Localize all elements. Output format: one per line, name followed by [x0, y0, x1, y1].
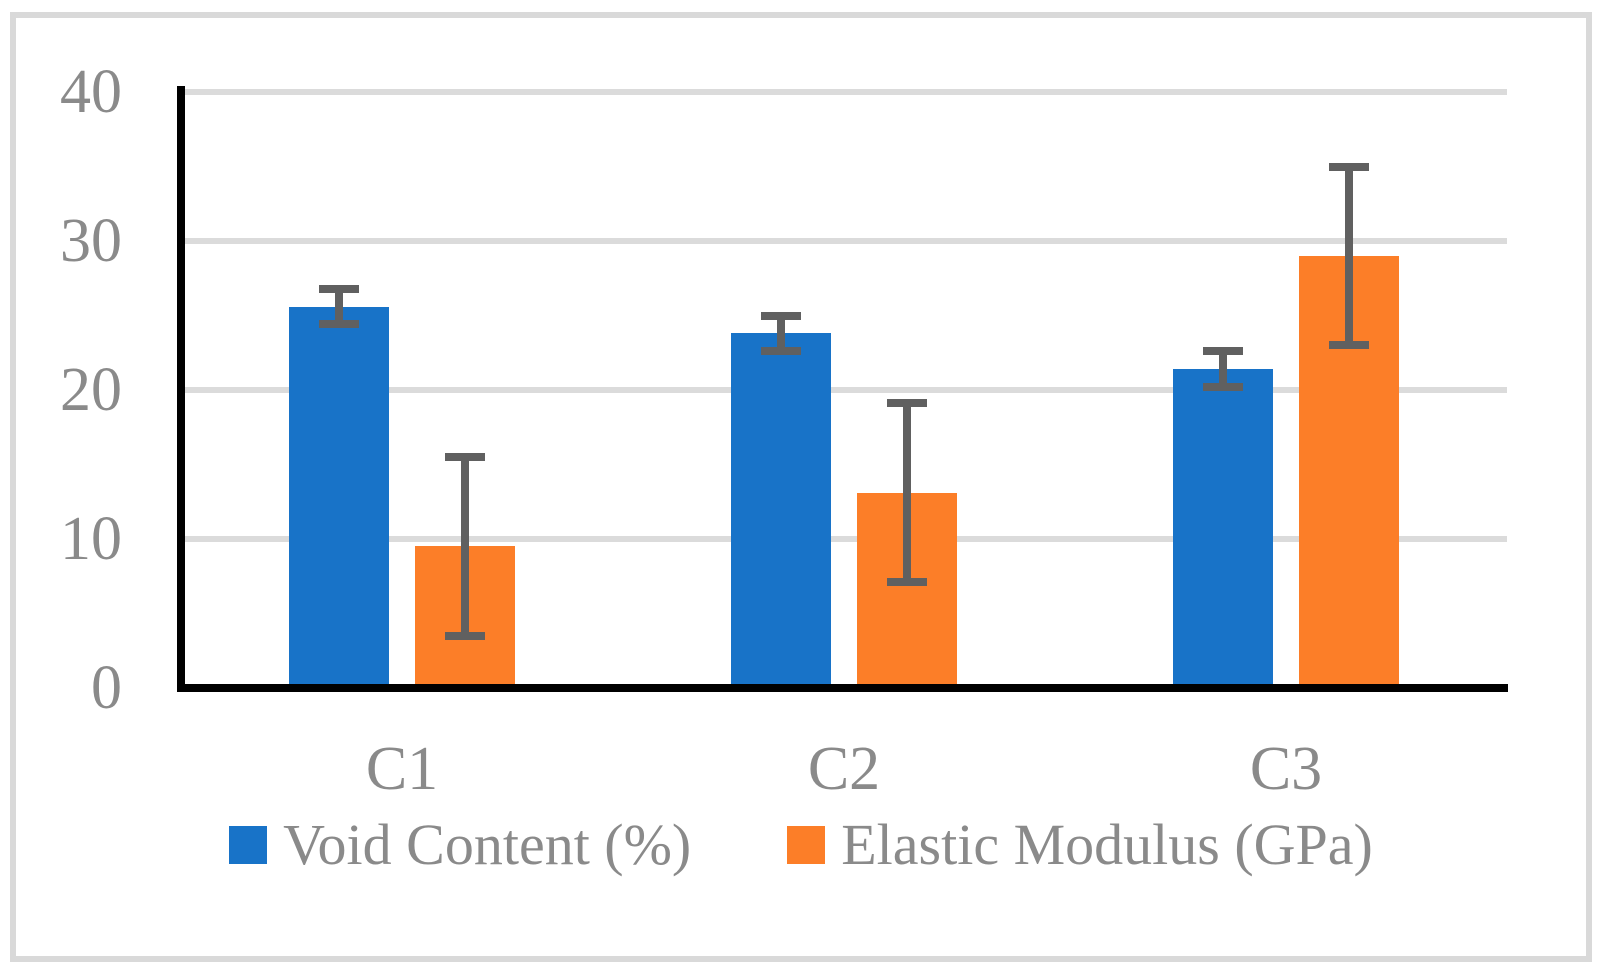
x-axis-line [177, 684, 1508, 692]
y-tick-label-0: 0 [91, 654, 122, 722]
gridline-30 [181, 238, 1507, 244]
y-tick-label-10: 10 [60, 505, 122, 573]
gridline-20 [181, 387, 1507, 393]
category-label-c3: C3 [1249, 735, 1323, 803]
y-tick-label-20: 20 [60, 356, 122, 424]
plot-area [181, 89, 1507, 688]
gridline-40 [181, 89, 1507, 95]
legend-item-void-content[interactable]: Void Content (%) [229, 808, 691, 882]
bar-void-content-pct-c1[interactable] [289, 306, 389, 688]
y-tick-label-40: 40 [60, 58, 122, 126]
bar-void-content-pct-c2[interactable] [731, 333, 831, 688]
legend-item-label: Elastic Modulus (GPa) [841, 812, 1373, 877]
legend-swatch-elastic-modulus [787, 826, 826, 864]
gridline-10 [181, 536, 1507, 542]
legend-swatch-void-content [229, 826, 268, 864]
legend-item-label: Void Content (%) [283, 812, 692, 877]
legend: Void Content (%) Elastic Modulus (GPa) [0, 808, 1602, 882]
category-label-c2: C2 [807, 735, 881, 803]
y-axis-line [177, 86, 185, 692]
y-tick-label-30: 30 [60, 207, 122, 275]
bar-void-content-pct-c3[interactable] [1173, 369, 1273, 688]
legend-item-elastic-modulus[interactable]: Elastic Modulus (GPa) [787, 808, 1373, 882]
category-label-c1: C1 [365, 735, 439, 803]
